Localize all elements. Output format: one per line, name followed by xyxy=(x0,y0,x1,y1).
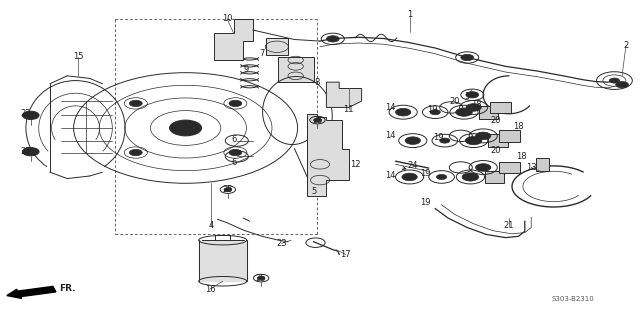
Polygon shape xyxy=(326,82,362,107)
Text: 20: 20 xyxy=(491,116,501,125)
Text: 19: 19 xyxy=(420,169,431,178)
Text: 14: 14 xyxy=(385,103,396,112)
Circle shape xyxy=(22,111,39,119)
Text: 19: 19 xyxy=(427,105,437,113)
Circle shape xyxy=(229,149,242,156)
Circle shape xyxy=(22,148,39,156)
Circle shape xyxy=(609,78,620,83)
Polygon shape xyxy=(214,19,253,60)
Circle shape xyxy=(170,120,202,136)
Circle shape xyxy=(461,54,474,61)
Bar xyxy=(198,240,247,281)
Circle shape xyxy=(440,138,450,143)
Text: 6: 6 xyxy=(231,158,236,167)
Circle shape xyxy=(326,36,339,42)
Circle shape xyxy=(456,108,472,116)
Text: 9: 9 xyxy=(244,65,249,74)
Circle shape xyxy=(476,164,491,171)
Text: 21: 21 xyxy=(504,222,514,230)
Text: 5: 5 xyxy=(311,187,316,196)
Polygon shape xyxy=(499,130,520,142)
Circle shape xyxy=(466,104,481,111)
Text: 22: 22 xyxy=(20,109,31,118)
Circle shape xyxy=(616,82,628,88)
Text: 11: 11 xyxy=(344,105,354,113)
Text: 12: 12 xyxy=(350,160,360,169)
Polygon shape xyxy=(266,38,288,55)
Circle shape xyxy=(396,108,411,116)
Text: S303-B2310: S303-B2310 xyxy=(552,296,594,301)
Circle shape xyxy=(402,173,417,181)
Text: 20: 20 xyxy=(491,146,501,155)
Text: 19: 19 xyxy=(433,133,444,142)
Text: 4: 4 xyxy=(209,222,214,230)
Text: 14: 14 xyxy=(385,131,396,140)
Circle shape xyxy=(436,174,447,179)
Text: 10: 10 xyxy=(222,15,232,23)
Text: 23: 23 xyxy=(276,239,287,248)
Polygon shape xyxy=(499,162,520,173)
Text: 15: 15 xyxy=(73,52,83,61)
Text: 13: 13 xyxy=(526,163,536,172)
Text: 8: 8 xyxy=(314,78,319,87)
Text: FR.: FR. xyxy=(59,284,76,293)
Polygon shape xyxy=(490,102,511,113)
Text: 1: 1 xyxy=(407,10,412,19)
Text: 25: 25 xyxy=(312,116,323,125)
Circle shape xyxy=(462,173,479,181)
Text: 16: 16 xyxy=(205,285,215,294)
Circle shape xyxy=(257,276,265,280)
Text: 25: 25 xyxy=(256,274,266,283)
Circle shape xyxy=(466,92,479,98)
Circle shape xyxy=(314,118,321,122)
Text: 6: 6 xyxy=(231,135,236,143)
Circle shape xyxy=(476,132,491,140)
Polygon shape xyxy=(536,158,549,171)
Circle shape xyxy=(229,100,242,106)
Text: 7: 7 xyxy=(260,49,265,58)
Polygon shape xyxy=(488,134,508,147)
Text: 18: 18 xyxy=(472,100,482,109)
Text: 14: 14 xyxy=(385,171,396,180)
Circle shape xyxy=(405,137,420,144)
FancyArrow shape xyxy=(7,286,56,298)
Polygon shape xyxy=(307,114,349,196)
Polygon shape xyxy=(479,106,498,118)
Text: 2: 2 xyxy=(623,41,628,50)
Circle shape xyxy=(129,100,142,106)
Text: 22: 22 xyxy=(20,147,31,156)
Circle shape xyxy=(465,137,482,145)
Text: 24: 24 xyxy=(408,161,418,170)
Text: 20: 20 xyxy=(449,97,460,106)
Polygon shape xyxy=(278,57,314,82)
Polygon shape xyxy=(485,171,504,183)
Circle shape xyxy=(129,149,142,156)
Text: 18: 18 xyxy=(516,152,527,161)
Text: 19: 19 xyxy=(420,198,431,207)
Text: 17: 17 xyxy=(340,250,351,259)
Text: 3: 3 xyxy=(465,92,470,101)
Text: 25: 25 xyxy=(223,185,233,194)
Circle shape xyxy=(224,188,232,191)
Text: 18: 18 xyxy=(513,122,524,131)
Circle shape xyxy=(430,110,440,115)
